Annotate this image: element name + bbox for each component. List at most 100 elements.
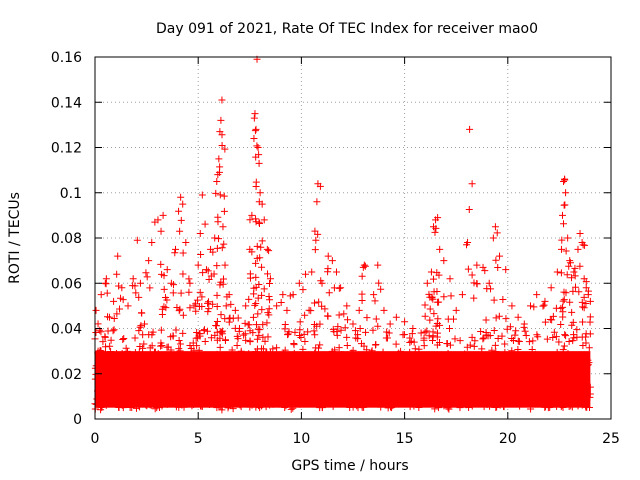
filler-point bbox=[193, 328, 201, 336]
filler-point bbox=[249, 313, 257, 321]
data-point bbox=[231, 306, 239, 314]
filler-point bbox=[200, 365, 208, 373]
filler-point bbox=[571, 373, 579, 381]
filler-point bbox=[359, 375, 367, 383]
filler-point bbox=[301, 338, 309, 346]
filler-point bbox=[225, 358, 233, 366]
filler-point bbox=[494, 264, 502, 272]
filler-point bbox=[164, 343, 172, 351]
filler-point bbox=[264, 373, 272, 381]
filler-point bbox=[560, 201, 568, 209]
filler-point bbox=[352, 334, 360, 342]
filler-point bbox=[212, 322, 220, 330]
filler-point bbox=[586, 313, 594, 321]
filler-point bbox=[430, 374, 438, 382]
filler-point bbox=[135, 327, 143, 335]
data-point bbox=[136, 279, 144, 287]
filler-point bbox=[217, 361, 225, 369]
filler-point bbox=[488, 346, 496, 354]
filler-point bbox=[435, 298, 443, 306]
filler-point bbox=[282, 398, 290, 406]
filler-point bbox=[343, 341, 351, 349]
filler-point bbox=[218, 328, 226, 336]
filler-point bbox=[169, 289, 177, 297]
filler-point bbox=[582, 402, 590, 410]
filler-point bbox=[218, 244, 226, 252]
filler-point bbox=[385, 329, 393, 337]
data-point bbox=[582, 284, 590, 292]
filler-point bbox=[310, 299, 318, 307]
filler-point bbox=[172, 374, 180, 382]
filler-point bbox=[189, 397, 197, 405]
filler-point bbox=[102, 369, 110, 377]
filler-point bbox=[171, 362, 179, 370]
filler-point bbox=[239, 354, 247, 362]
filler-point bbox=[533, 351, 541, 359]
filler-point bbox=[169, 390, 177, 398]
filler-point bbox=[513, 374, 521, 382]
filler-point bbox=[134, 396, 142, 404]
filler-point bbox=[114, 351, 122, 359]
filler-point bbox=[569, 287, 577, 295]
filler-point bbox=[367, 381, 375, 389]
filler-point bbox=[259, 345, 267, 353]
filler-point bbox=[392, 396, 400, 404]
filler-point bbox=[559, 313, 567, 321]
filler-point bbox=[215, 358, 223, 366]
filler-point bbox=[242, 336, 250, 344]
filler-point bbox=[415, 390, 423, 398]
filler-point bbox=[449, 379, 457, 387]
filler-point bbox=[569, 318, 577, 326]
filler-point bbox=[577, 396, 585, 404]
filler-point bbox=[255, 218, 263, 226]
filler-point bbox=[586, 383, 594, 391]
filler-point bbox=[360, 403, 368, 411]
filler-point bbox=[463, 354, 471, 362]
filler-point bbox=[496, 392, 504, 400]
filler-point bbox=[498, 332, 506, 340]
filler-point bbox=[467, 391, 475, 399]
filler-point bbox=[585, 344, 593, 352]
filler-point bbox=[251, 301, 259, 309]
filler-point bbox=[99, 338, 107, 346]
filler-point bbox=[428, 337, 436, 345]
filler-point bbox=[445, 405, 453, 413]
chart-title: Day 091 of 2021, Rate Of TEC Index for r… bbox=[156, 21, 538, 37]
filler-point bbox=[362, 356, 370, 364]
filler-point bbox=[457, 384, 465, 392]
filler-point bbox=[256, 254, 264, 262]
filler-point bbox=[492, 347, 500, 355]
filler-point bbox=[102, 401, 110, 409]
filler-point bbox=[281, 320, 289, 328]
filler-point bbox=[557, 304, 565, 312]
data-point bbox=[94, 347, 102, 355]
filler-point bbox=[198, 377, 206, 385]
filler-point bbox=[103, 394, 111, 402]
filler-point bbox=[335, 344, 343, 352]
filler-point bbox=[220, 207, 228, 215]
data-point bbox=[235, 325, 243, 332]
filler-point bbox=[525, 338, 533, 346]
filler-point bbox=[503, 325, 511, 333]
data-point bbox=[489, 234, 497, 242]
filler-point bbox=[105, 373, 113, 381]
filler-point bbox=[435, 401, 443, 409]
filler-point bbox=[525, 353, 533, 361]
filler-point bbox=[238, 376, 246, 384]
filler-point bbox=[440, 402, 448, 410]
filler-point bbox=[220, 192, 228, 200]
filler-point bbox=[194, 368, 202, 376]
filler-point bbox=[122, 344, 130, 352]
filler-point bbox=[372, 341, 380, 349]
data-point bbox=[246, 245, 254, 253]
filler-point bbox=[221, 336, 229, 344]
filler-point bbox=[546, 316, 554, 324]
filler-point bbox=[539, 302, 547, 310]
filler-point bbox=[477, 328, 485, 336]
filler-point bbox=[416, 355, 424, 363]
filler-point bbox=[377, 364, 385, 372]
filler-point bbox=[169, 353, 177, 361]
filler-point bbox=[430, 310, 438, 318]
data-point bbox=[118, 284, 126, 292]
filler-point bbox=[536, 385, 544, 393]
